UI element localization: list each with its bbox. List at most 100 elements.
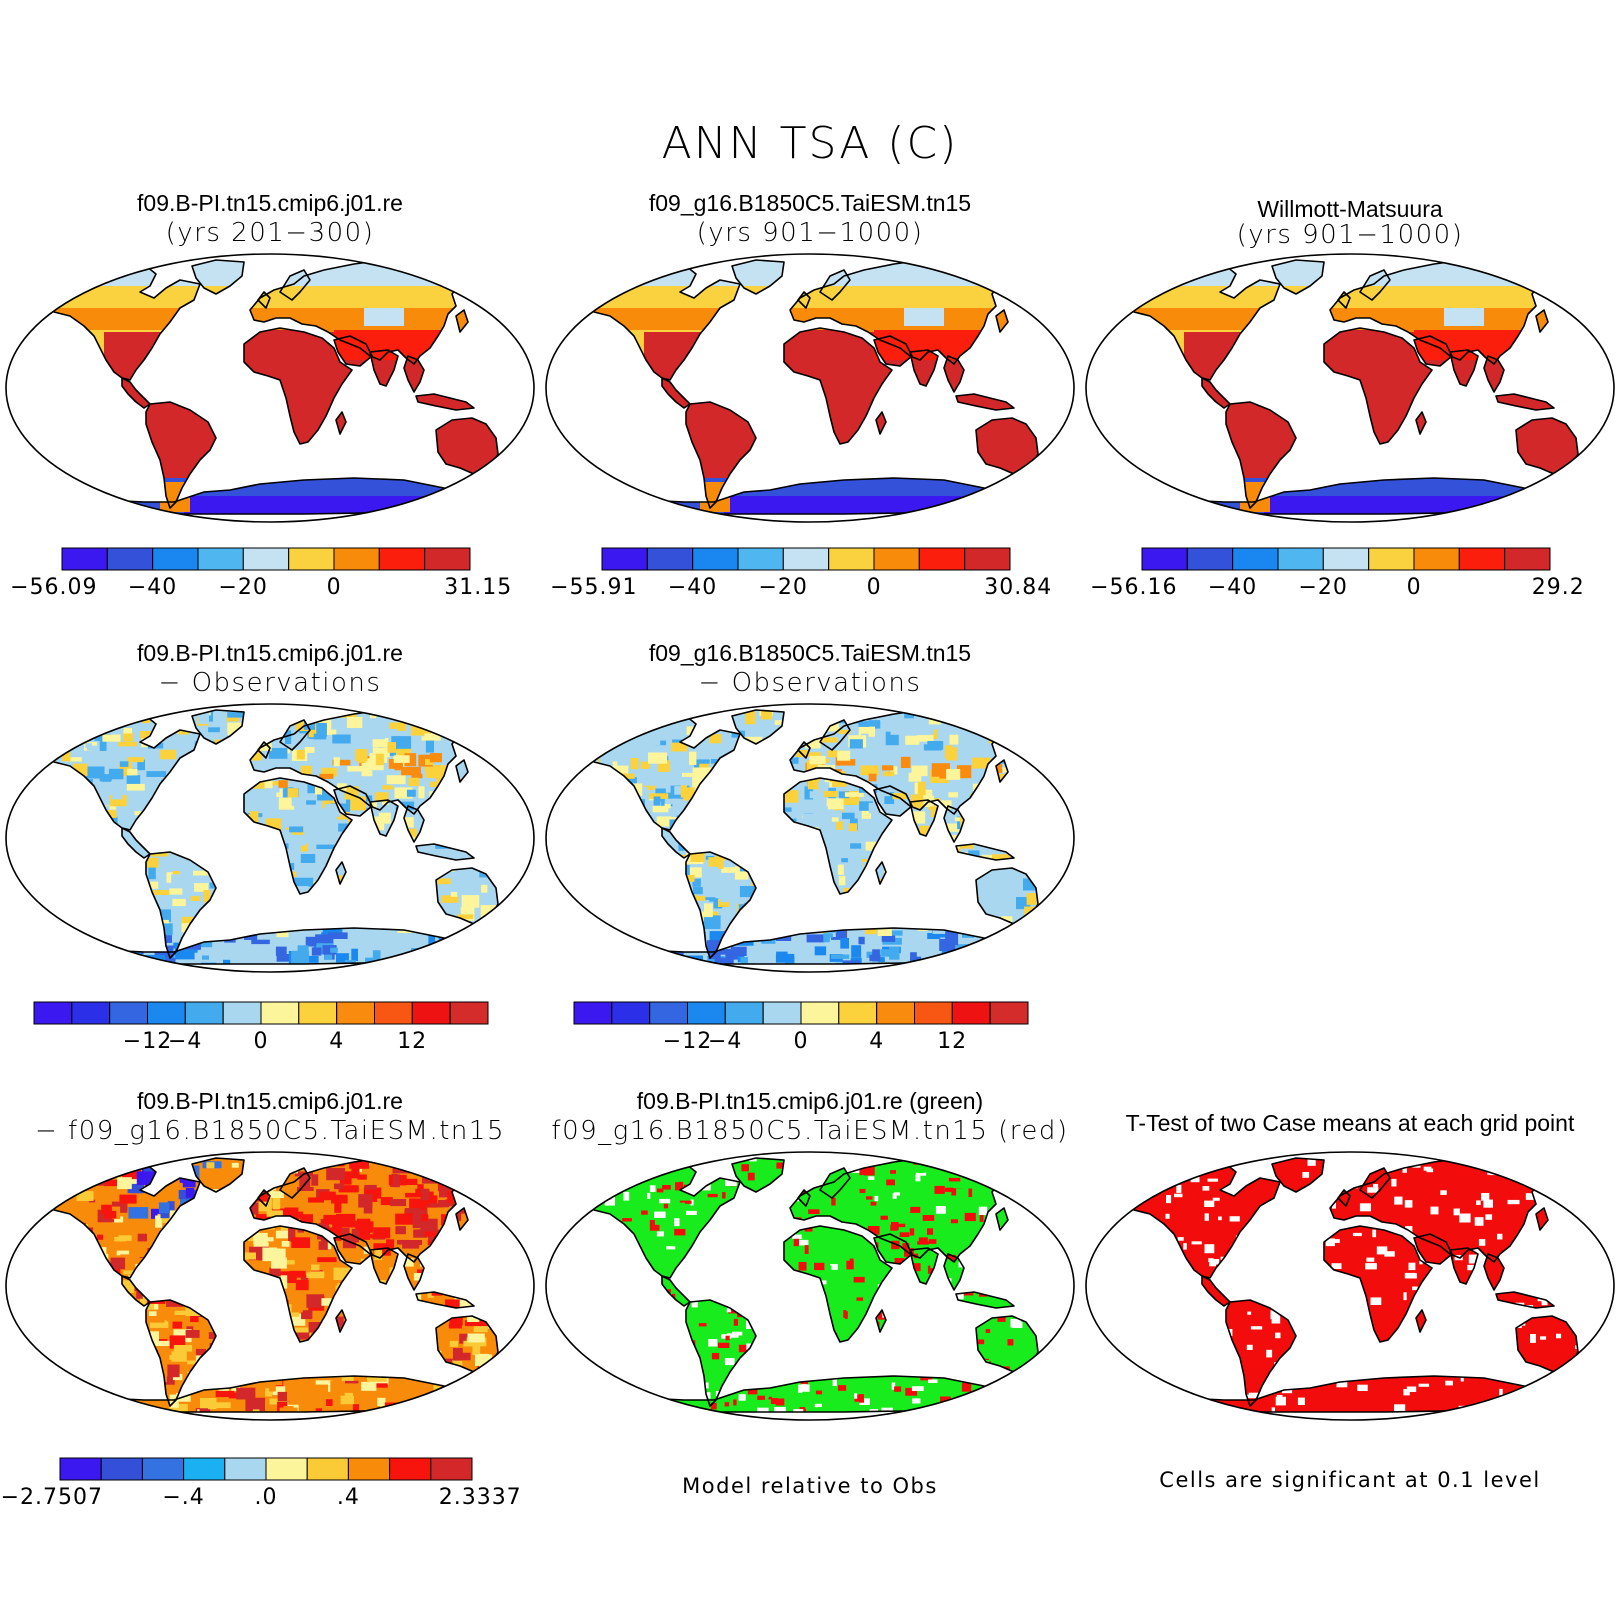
colorbar-swatch: [782, 547, 830, 571]
colorbar-swatch: [687, 1001, 726, 1025]
colorbar-swatch: [692, 547, 739, 571]
panel-model-1: f09.B-PI.tn15.cmip6.j01.re (yrs 201−300)…: [0, 190, 540, 610]
colorbar-swatch: [1141, 547, 1188, 571]
colorbar-swatch: [109, 1001, 148, 1025]
colorbar-tick-label: .4: [337, 1485, 360, 1510]
panel-model1-minus-obs: f09.B-PI.tn15.cmip6.j01.re − Observation…: [0, 640, 540, 1060]
colorbar-swatch: [1368, 547, 1415, 571]
panel-model1-minus-model2: f09.B-PI.tn15.cmip6.j01.re − f09_g16.B18…: [0, 1088, 540, 1518]
colorbar-tick-label: 31.15: [444, 575, 512, 600]
colorbar-tick-label: −40: [128, 575, 177, 600]
world-map: [1085, 1151, 1615, 1421]
colorbar-tick-label: −20: [1298, 575, 1347, 600]
colorbar-tick-label: 0: [254, 1029, 269, 1054]
panel-title: f09.B-PI.tn15.cmip6.j01.re: [137, 640, 403, 666]
colorbar: −12−4 0 4 12: [33, 1001, 489, 1054]
world-map: [5, 253, 535, 523]
colorbar-tick-label: −20: [218, 575, 267, 600]
colorbar-swatch: [265, 1457, 308, 1481]
panel-subtitle: − Observations: [698, 668, 922, 698]
colorbar-swatch: [914, 1001, 953, 1025]
colorbar-swatch: [59, 1457, 102, 1481]
colorbar: −12−4 0 4 12: [573, 1001, 1029, 1054]
colorbar-swatch: [989, 1001, 1029, 1025]
colorbar-swatch: [33, 1001, 73, 1025]
colorbar-swatch: [611, 1001, 651, 1025]
colorbar-tick-label: 12: [937, 1029, 967, 1054]
colorbar-swatch: [197, 547, 244, 571]
panel-t-test: T-Test of two Case means at each grid po…: [1080, 1088, 1620, 1518]
colorbar-swatch: [449, 1001, 489, 1025]
panel-model2-minus-obs: f09_g16.B1850C5.TaiESM.tn15 − Observatio…: [540, 640, 1080, 1060]
map-frame: [545, 703, 1075, 973]
panel-title: T-Test of two Case means at each grid po…: [1125, 1110, 1575, 1136]
colorbar-swatch: [347, 1457, 391, 1481]
world-map: [5, 703, 535, 973]
colorbar-swatch: [649, 1001, 688, 1025]
colorbar-swatch: [374, 1001, 413, 1025]
colorbar-swatch: [260, 1001, 300, 1025]
panel-subtitle: (yrs 901−1000): [1236, 220, 1464, 250]
colorbar: −2.7507 −.4 .0 .4 2.3337: [1, 1457, 521, 1510]
panel-title: f09_g16.B1850C5.TaiESM.tn15: [648, 190, 972, 216]
colorbar-tick-label: 0: [1407, 575, 1422, 600]
panel-title: f09.B-PI.tn15.cmip6.j01.re: [137, 1088, 403, 1114]
map-frame: [1085, 253, 1615, 523]
panel-observations: Willmott-Matsuura (yrs 901−1000) −56.16 −…: [1080, 190, 1620, 610]
colorbar-swatch: [918, 547, 966, 571]
colorbar-tick-label: −56.16: [1090, 575, 1177, 600]
colorbar-swatch: [411, 1001, 451, 1025]
colorbar-swatch: [1186, 547, 1234, 571]
panel-subtitle: − f09_g16.B1850C5.TaiESM.tn15: [34, 1116, 505, 1146]
colorbar-swatch: [1277, 547, 1324, 571]
colorbar-swatch: [724, 1001, 764, 1025]
map-frame: [545, 1151, 1075, 1421]
colorbar-swatch: [333, 547, 380, 571]
colorbar: −56.09 −40 −20 0 31.15: [10, 547, 512, 600]
colorbar-swatch: [141, 1457, 185, 1481]
colorbar-tick-label: −40: [668, 575, 717, 600]
colorbar-tick-label: −55.91: [550, 575, 637, 600]
world-map: [545, 703, 1075, 973]
colorbar-tick-label: 0: [794, 1029, 809, 1054]
colorbar-tick-label: 0: [327, 575, 342, 600]
map-frame: [5, 253, 535, 523]
colorbar-tick-label: −20: [758, 575, 807, 600]
colorbar-swatch: [800, 1001, 840, 1025]
colorbar-tick-label: 4: [869, 1029, 884, 1054]
colorbar-swatch: [389, 1457, 432, 1481]
panel-subtitle: f09_g16.B1850C5.TaiESM.tn15 (red): [551, 1116, 1069, 1146]
colorbar-swatch: [336, 1001, 376, 1025]
colorbar-swatch: [430, 1457, 473, 1481]
panel-model-2: f09_g16.B1850C5.TaiESM.tn15 (yrs 901−100…: [540, 190, 1080, 610]
colorbar-swatch: [71, 1001, 111, 1025]
map-frame: [545, 253, 1075, 523]
colorbar-swatch: [1458, 547, 1506, 571]
colorbar-tick-label: .0: [255, 1485, 278, 1510]
colorbar-tick-label: −12: [663, 1029, 712, 1054]
colorbar-tick-label: −4: [708, 1029, 742, 1054]
colorbar-swatch: [762, 1001, 802, 1025]
panel-title: f09.B-PI.tn15.cmip6.j01.re (green): [636, 1088, 984, 1114]
panel-subtitle: (yrs 901−1000): [696, 218, 924, 248]
colorbar-swatch: [378, 547, 426, 571]
colorbar-swatch: [222, 1001, 262, 1025]
colorbar-swatch: [106, 547, 154, 571]
colorbar-tick-label: 12: [397, 1029, 427, 1054]
colorbar-swatch: [288, 547, 335, 571]
colorbar-swatch: [964, 547, 1011, 571]
panel-title: f09.B-PI.tn15.cmip6.j01.re: [137, 190, 403, 216]
colorbar-swatch: [183, 1457, 226, 1481]
panel-title: Willmott-Matsuura: [1257, 196, 1443, 222]
colorbar-tick-label: −56.09: [10, 575, 97, 600]
colorbar-swatch: [951, 1001, 991, 1025]
colorbar-swatch: [242, 547, 290, 571]
colorbar-swatch: [147, 1001, 186, 1025]
map-frame: [5, 1151, 535, 1421]
colorbar: −55.91 −40 −20 0 30.84: [550, 547, 1051, 600]
colorbar-swatch: [184, 1001, 224, 1025]
colorbar-tick-label: 0: [867, 575, 882, 600]
colorbar-swatch: [424, 547, 471, 571]
colorbar-swatch: [298, 1001, 338, 1025]
colorbar-swatch: [646, 547, 694, 571]
